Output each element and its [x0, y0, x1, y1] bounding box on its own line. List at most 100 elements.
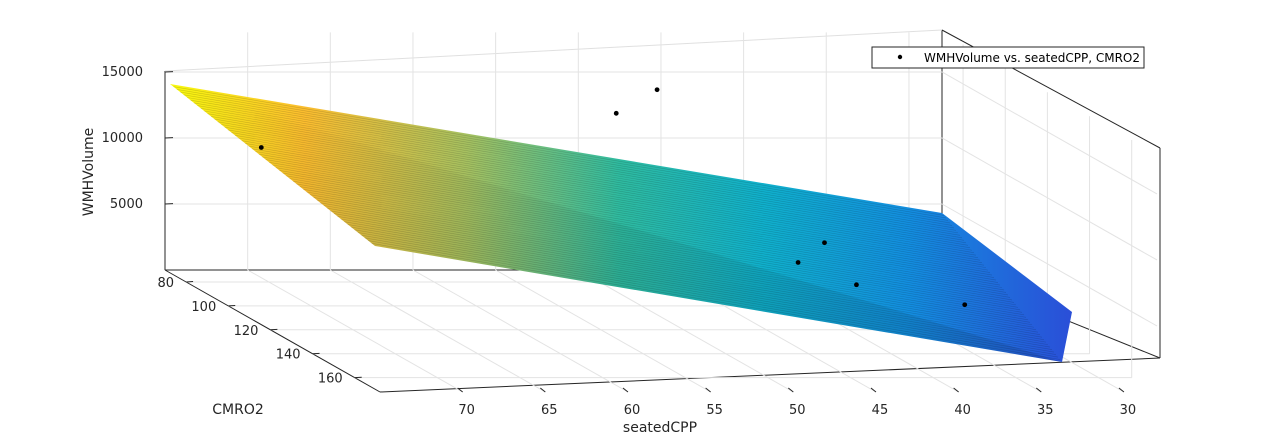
mesh-line — [275, 167, 1005, 291]
mesh-line — [193, 102, 957, 231]
legend-box — [871, 46, 1145, 69]
x-tick — [787, 387, 794, 393]
mesh-line — [214, 118, 969, 246]
z-ticks: 5000 10000 15000 — [102, 65, 174, 212]
x-tick — [1118, 387, 1125, 393]
y-tick-label: 80 — [158, 276, 175, 291]
mesh-line — [289, 178, 1013, 301]
legend-entry: WMHVolume vs. seatedCPP, CMRO2 — [924, 51, 1140, 65]
x-axis-label: seatedCPP — [623, 420, 697, 436]
x-tick — [457, 387, 463, 393]
x-tick-label: 30 — [1120, 403, 1137, 418]
mesh-line — [265, 159, 999, 283]
mesh-line — [190, 99, 955, 229]
mesh-line — [197, 105, 959, 234]
mesh-line — [272, 164, 1003, 288]
mesh-line — [187, 97, 953, 226]
mesh-line — [221, 124, 973, 251]
mesh-line — [180, 91, 949, 221]
x-tick-label: 45 — [872, 403, 889, 418]
x-tick — [705, 387, 711, 393]
mesh-line — [351, 226, 1049, 345]
x-tick — [1035, 387, 1042, 393]
mesh-line — [327, 207, 1035, 328]
grid-line — [578, 269, 794, 393]
grid-line — [247, 269, 463, 393]
y-tick-label: 100 — [191, 300, 216, 315]
fitted-surface — [170, 84, 1072, 362]
mesh-line — [357, 232, 1053, 350]
grid-line — [412, 269, 629, 393]
grid-line — [330, 269, 546, 393]
mesh-line — [286, 175, 1011, 298]
mesh-line — [303, 189, 1021, 311]
data-point — [962, 302, 968, 308]
mesh-line — [299, 186, 1019, 308]
x-tick — [953, 387, 959, 393]
mesh-line — [269, 162, 1001, 286]
mesh-line — [282, 172, 1009, 296]
x-tick-label: 50 — [789, 403, 806, 418]
x-tick — [870, 387, 877, 393]
mesh-line — [248, 145, 989, 271]
mesh-line — [228, 129, 977, 256]
y-tick-label: 120 — [234, 324, 259, 339]
grid-line — [941, 71, 1158, 195]
data-point — [258, 145, 264, 150]
axis-line — [379, 357, 1161, 393]
data-point — [654, 87, 660, 93]
mesh-line — [241, 140, 985, 266]
x-tick — [622, 387, 629, 393]
surface-lower-facet — [170, 84, 1062, 362]
x-tick-label: 40 — [954, 403, 971, 418]
data-point — [822, 240, 827, 246]
mesh-line — [364, 237, 1057, 355]
mesh-line — [337, 216, 1041, 335]
legend[interactable]: WMHVolume vs. seatedCPP, CMRO2 — [871, 46, 1145, 69]
surface-plane — [170, 84, 1072, 362]
mesh-line — [344, 221, 1045, 340]
mesh-line — [354, 229, 1051, 348]
scatter-points — [258, 87, 968, 308]
mesh-line — [310, 194, 1025, 316]
grid-line — [941, 203, 1158, 327]
mesh-line — [258, 153, 995, 278]
y-tick-label: 160 — [318, 372, 343, 387]
mesh-line — [320, 202, 1031, 323]
axis-line — [164, 29, 943, 72]
mesh-line — [262, 156, 997, 281]
mesh-line — [361, 234, 1055, 353]
mesh-line — [251, 148, 991, 273]
mesh-line — [217, 121, 971, 249]
x-tick — [540, 387, 546, 393]
axis-line — [164, 269, 381, 393]
x-tick-label: 35 — [1037, 403, 1054, 418]
z-axis-label: WMHVolume — [81, 128, 97, 217]
mesh-line — [210, 116, 967, 244]
mesh-line — [313, 197, 1027, 318]
mesh-line — [173, 86, 945, 216]
mesh-line — [204, 110, 963, 239]
x-ticks: 30 35 40 45 50 55 60 65 70 — [457, 387, 1137, 418]
mesh-line — [255, 151, 993, 276]
mesh-line — [279, 170, 1007, 293]
mesh-line — [371, 243, 1061, 360]
y-ticks: 80 100 120 140 160 — [158, 276, 362, 387]
z-tick-label: 15000 — [102, 65, 143, 80]
x-tick-label: 55 — [706, 403, 723, 418]
y-tick-label: 140 — [276, 348, 301, 363]
legend-marker — [897, 54, 903, 60]
mesh-line — [368, 240, 1059, 358]
mesh-line — [207, 113, 965, 241]
z-tick-label: 5000 — [110, 197, 143, 212]
mesh-line — [296, 183, 1017, 306]
x-tick-label: 60 — [624, 403, 641, 418]
grid-line — [941, 137, 1158, 261]
mesh-line — [333, 213, 1039, 333]
mesh-line — [224, 126, 975, 254]
z-tick-label: 10000 — [102, 131, 143, 146]
mesh-line — [330, 210, 1037, 331]
mesh-line — [183, 94, 951, 224]
mesh-line — [316, 199, 1029, 321]
